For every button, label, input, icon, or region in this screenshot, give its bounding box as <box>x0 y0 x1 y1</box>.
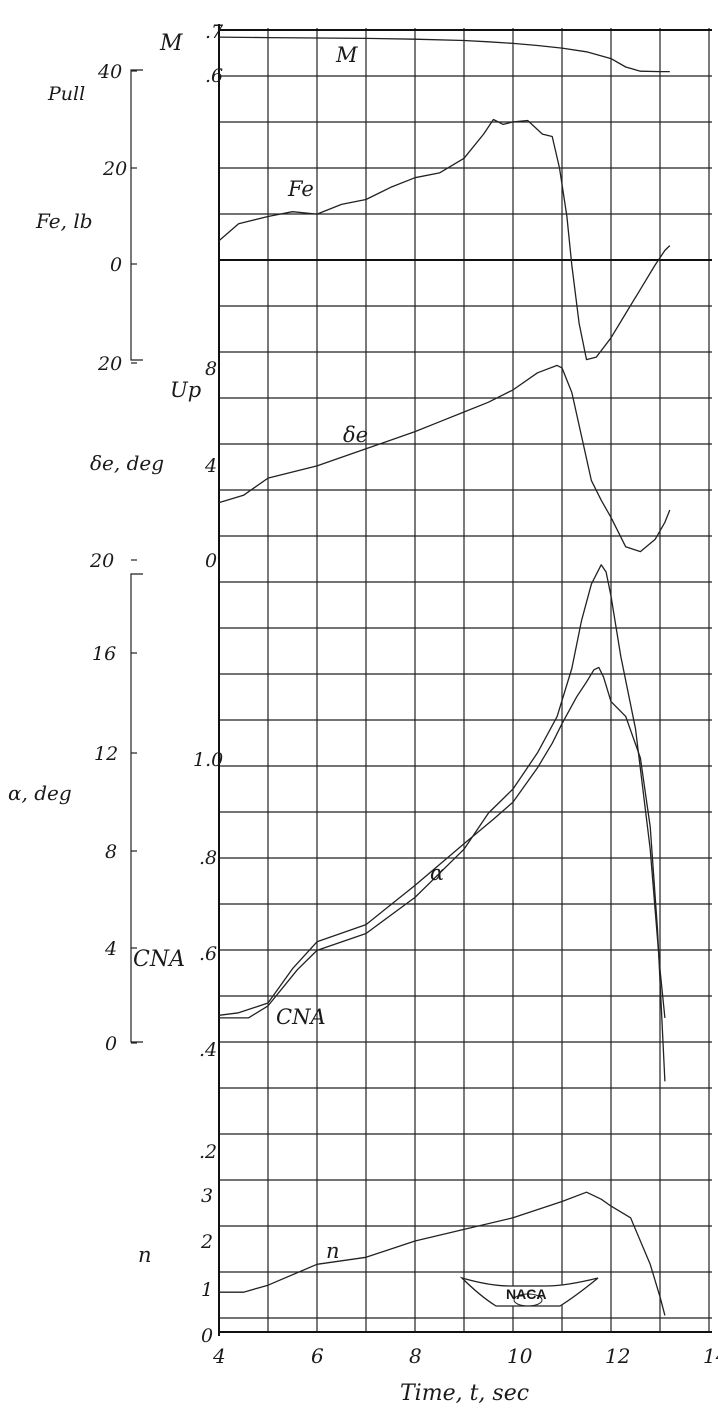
y-tick-label-CNA: .6 <box>199 943 217 965</box>
series-line-M <box>218 36 670 73</box>
de-axis-title: δe, deg <box>90 451 164 475</box>
fe-tick-label: 0 <box>110 254 122 276</box>
y-tick-label-n: 1 <box>201 1279 213 1301</box>
y-tick-label-M: .7 <box>205 21 224 43</box>
naca-wing-shape <box>459 1276 599 1307</box>
y-tick-label-n: 0 <box>201 1325 213 1347</box>
cna-axis-title: CNA <box>133 947 185 972</box>
label-layer: 468101214Time, t, sec.7.68401.0.8.6.4.23… <box>8 21 718 1406</box>
fe-tick-label: 20 <box>97 353 122 375</box>
alpha-scale-bar <box>130 573 143 1043</box>
x-tick-label: 6 <box>311 1344 324 1368</box>
alpha-tick-label: 16 <box>92 643 116 665</box>
y-tick-label-δe: 8 <box>205 358 217 380</box>
chart-grid <box>218 24 712 1336</box>
series-label-CNA: CNA <box>276 1005 326 1029</box>
naca-logo: NACA <box>459 1276 599 1307</box>
alpha-tick-label: 0 <box>105 1033 117 1055</box>
series-line-n <box>219 1191 666 1316</box>
m-axis-title: M <box>159 31 183 56</box>
alpha-tick-label: 20 <box>89 550 114 572</box>
series-label-n: n <box>326 1239 340 1263</box>
series-layer <box>218 36 671 1316</box>
x-tick-label: 8 <box>409 1344 422 1368</box>
y-tick-label-CNA: .4 <box>199 1039 217 1061</box>
alpha-tick-label: 4 <box>104 938 117 960</box>
y-tick-label-CNA: 1.0 <box>193 749 223 771</box>
y-tick-label-M: .6 <box>205 65 223 87</box>
fe-scale-bar <box>130 69 143 361</box>
series-label-M: M <box>335 43 358 67</box>
series-label-α: α <box>430 861 444 885</box>
n-axis-title: n <box>138 1243 152 1267</box>
y-tick-label-δe: 0 <box>205 550 217 572</box>
series-label-Fe: Fe <box>287 177 314 201</box>
y-tick-label-CNA: .8 <box>199 847 217 869</box>
series-line-α <box>219 564 666 1019</box>
x-axis-title: Time, t, sec <box>400 1381 529 1406</box>
series-label-δe: δe <box>343 423 368 447</box>
y-tick-label-n: 3 <box>201 1185 213 1207</box>
x-tick-label: 4 <box>212 1344 226 1368</box>
fe-direction-label: Pull <box>47 83 85 105</box>
y-tick-label-CNA: .2 <box>199 1141 217 1163</box>
series-line-CNA <box>218 666 666 1082</box>
naca-logo-text: NACA <box>506 1286 546 1302</box>
alpha-tick-label: 8 <box>105 841 117 863</box>
x-tick-label: 14 <box>703 1344 718 1368</box>
naca-emblem-mark <box>513 1293 543 1307</box>
axis-scales <box>130 69 143 1044</box>
series-line-δe <box>218 364 671 553</box>
fe-tick-label: 40 <box>97 61 122 83</box>
series-line-Fe <box>218 118 671 361</box>
de-direction-label: Up <box>170 378 201 402</box>
x-tick-label: 12 <box>605 1344 630 1368</box>
alpha-tick-label: 12 <box>94 743 118 765</box>
fe-axis-title: Fe, lb <box>35 209 93 233</box>
x-tick-label: 10 <box>507 1344 533 1368</box>
y-tick-label-δe: 4 <box>204 455 217 477</box>
fe-tick-label: 20 <box>102 158 127 180</box>
y-tick-label-n: 2 <box>200 1231 213 1253</box>
alpha-axis-title: α, deg <box>8 781 72 805</box>
